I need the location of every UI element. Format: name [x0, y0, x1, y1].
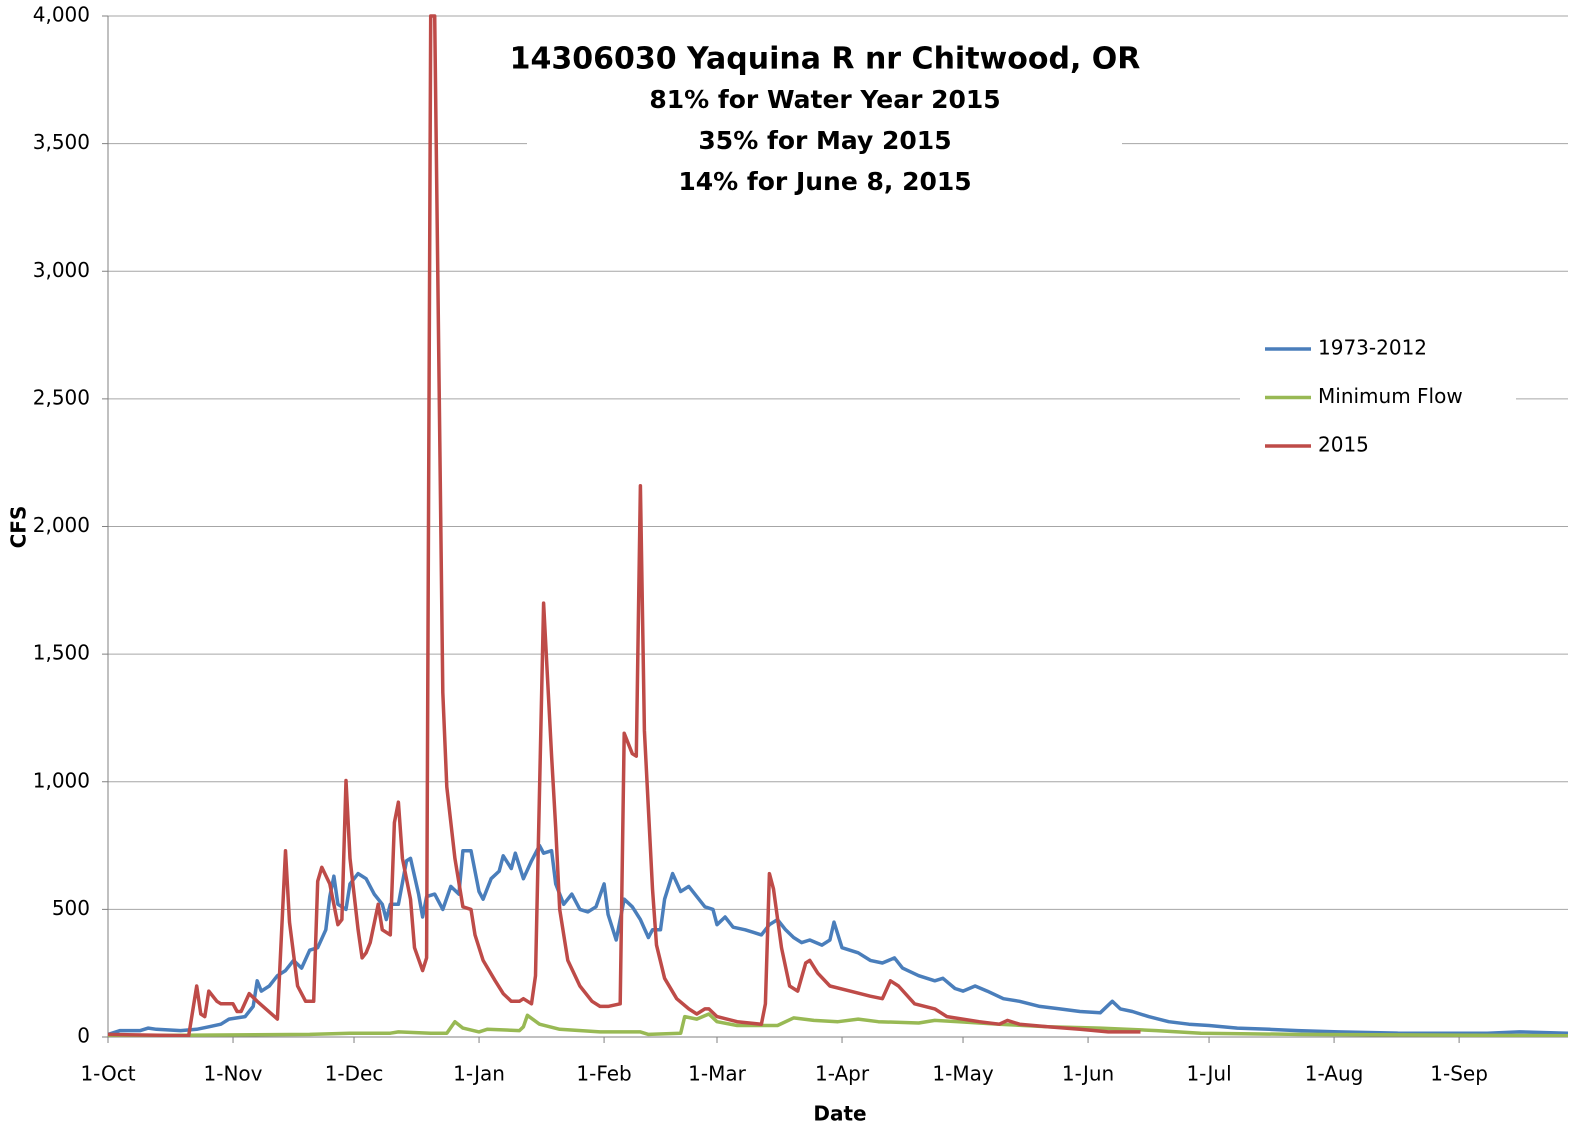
- x-tick-label: 1-Jun: [1062, 1062, 1114, 1086]
- legend-label: Minimum Flow: [1318, 384, 1463, 408]
- x-tick-label: 1-Mar: [688, 1062, 746, 1086]
- y-tick-label: 4,000: [33, 3, 90, 27]
- y-axis-label: CFS: [7, 506, 31, 549]
- series-line: [108, 843, 1568, 1037]
- x-tick-label: 1-Nov: [204, 1062, 263, 1086]
- y-tick-label: 2,000: [33, 513, 90, 537]
- annotation: 81% for Water Year 2015: [649, 85, 1000, 114]
- legend-label: 1973-2012: [1318, 336, 1427, 360]
- y-tick-label: 500: [52, 896, 90, 920]
- x-tick-label: 1-Sep: [1430, 1062, 1488, 1086]
- title-box: [527, 30, 1122, 205]
- y-tick-label: 3,000: [33, 258, 90, 282]
- y-tick-label: 0: [77, 1024, 90, 1048]
- series-line: [108, 1012, 1568, 1037]
- y-tick-label: 1,000: [33, 768, 90, 792]
- y-tick-label: 2,500: [33, 385, 90, 409]
- annotation: 14% for June 8, 2015: [678, 167, 971, 196]
- x-tick-label: 1-Aug: [1305, 1062, 1364, 1086]
- y-tick-label: 1,500: [33, 641, 90, 665]
- x-tick-label: 1-Jan: [453, 1062, 505, 1086]
- x-tick-label: 1-Apr: [815, 1062, 870, 1086]
- series-line: [108, 14, 1141, 1037]
- legend-label: 2015: [1318, 433, 1369, 457]
- y-tick-label: 3,500: [33, 130, 90, 154]
- x-tick-label: 1-Feb: [576, 1062, 631, 1086]
- x-tick-label: 1-Oct: [80, 1062, 135, 1086]
- chart-title: 14306030 Yaquina R nr Chitwood, OR: [510, 42, 1141, 77]
- annotation: 35% for May 2015: [698, 126, 951, 155]
- x-tick-label: 1-Dec: [325, 1062, 384, 1086]
- x-tick-label: 1-May: [932, 1062, 993, 1086]
- x-axis-label: Date: [813, 1102, 866, 1126]
- x-tick-label: 1-Jul: [1186, 1062, 1231, 1086]
